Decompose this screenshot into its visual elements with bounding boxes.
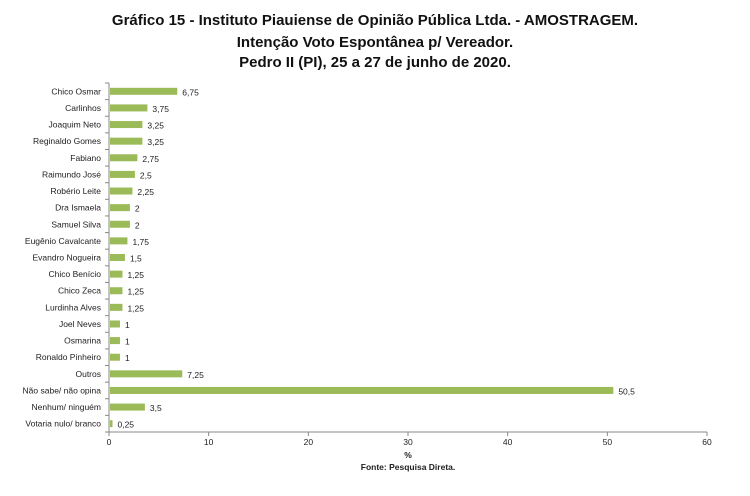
bar [110, 170, 135, 178]
bar [110, 237, 128, 245]
category-label: Votaria nulo/ branco [25, 419, 101, 429]
x-tick-label: 20 [304, 437, 314, 447]
category-label: Não sabe/ não opina [23, 385, 102, 395]
data-label: 1,25 [127, 270, 144, 280]
data-label: 2 [135, 220, 140, 230]
bar [110, 320, 120, 328]
data-label: 1 [125, 320, 130, 330]
category-label: Dra Ismaela [55, 203, 101, 213]
category-label: Samuel Silva [51, 219, 101, 229]
category-label: Outros [75, 369, 101, 379]
x-tick-label: 10 [204, 437, 214, 447]
bar [110, 370, 183, 378]
data-label: 1,25 [127, 287, 144, 297]
category-label: Osmarina [64, 336, 101, 346]
x-tick-label: 40 [503, 437, 513, 447]
data-label: 0,25 [117, 420, 134, 430]
data-label: 1,75 [132, 237, 149, 247]
data-label: 3,5 [150, 403, 162, 413]
bar [110, 287, 123, 295]
bar [110, 220, 130, 228]
category-label: Evandro Nogueira [32, 253, 101, 263]
bar [110, 303, 123, 311]
bar [110, 154, 138, 162]
bar [110, 353, 120, 361]
category-label: Fabiano [70, 153, 101, 163]
bar [110, 104, 148, 112]
bar [110, 403, 145, 411]
bar [110, 187, 133, 195]
category-label: Chico Osmar [51, 86, 101, 96]
bar [110, 121, 143, 129]
category-label: Chico Zeca [58, 286, 101, 296]
category-label: Eugênio Cavalcante [25, 236, 101, 246]
category-label: Joaquim Neto [49, 120, 102, 130]
data-label: 3,25 [147, 137, 164, 147]
data-label: 3,25 [147, 121, 164, 131]
category-label: Raimundo José [42, 169, 101, 179]
data-label: 1,25 [127, 303, 144, 313]
data-label: 6,75 [182, 87, 199, 97]
category-label: Chico Benício [49, 269, 102, 279]
category-label: Ronaldo Pinheiro [36, 352, 101, 362]
category-label: Reginaldo Gomes [33, 136, 101, 146]
data-label: 50,5 [618, 386, 635, 396]
bar [110, 204, 130, 212]
bar [110, 254, 125, 261]
chart-title-line-1: Gráfico 15 - Instituto Piauiense de Opin… [111, 12, 639, 29]
data-label: 3,75 [152, 104, 169, 114]
x-tick-label: 50 [603, 437, 613, 447]
source-note: Fonte: Pesquisa Direta. [361, 462, 455, 472]
data-label: 2,25 [137, 187, 154, 197]
chart-title-line-3: Pedro II (PI), 25 a 27 de junho de 2020. [239, 54, 511, 71]
category-label: Robério Leite [50, 186, 101, 196]
data-label: 7,25 [187, 370, 204, 380]
category-label: Nenhum/ ninguém [32, 402, 101, 412]
data-label: 2,5 [140, 170, 152, 180]
x-axis-title: % [404, 450, 412, 460]
category-label: Carlinhos [65, 103, 101, 113]
x-tick-label: 60 [702, 437, 712, 447]
x-tick-label: 0 [107, 437, 112, 447]
bar [110, 337, 120, 345]
data-label: 2 [135, 204, 140, 214]
bar [110, 87, 178, 95]
data-label: 1 [125, 353, 130, 363]
x-tick-label: 30 [403, 437, 413, 447]
bar [110, 420, 113, 428]
chart-title-line-2: Intenção Voto Espontânea p/ Vereador. [236, 34, 514, 51]
bar [110, 270, 123, 278]
bar [110, 386, 614, 394]
data-label: 1,5 [130, 254, 142, 264]
data-label: 1 [125, 337, 130, 347]
category-label: Lurdinha Alves [45, 302, 101, 312]
bar [110, 137, 143, 145]
category-label: Joel Neves [59, 319, 101, 329]
data-label: 2,75 [142, 154, 159, 164]
